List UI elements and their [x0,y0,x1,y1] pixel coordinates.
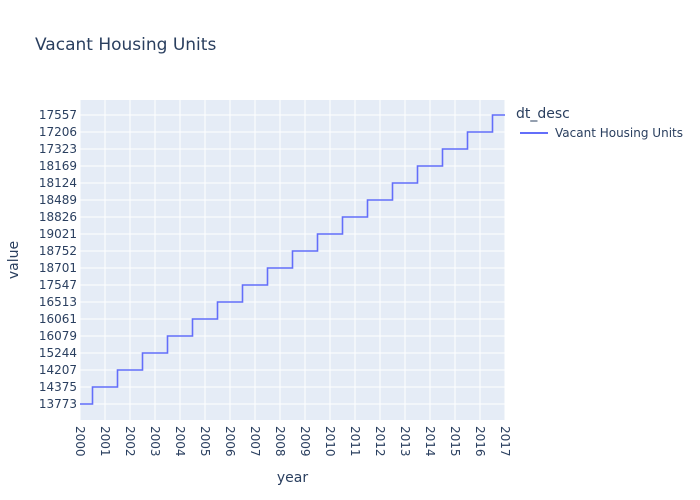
x-tick-label: 2012 [373,426,387,457]
legend-title: dt_desc [516,106,570,122]
y-tick-label: 18124 [39,176,77,190]
x-tick-label: 2017 [498,426,512,457]
y-tick-label: 19021 [39,227,77,241]
y-tick-label: 17206 [39,125,77,139]
y-tick-label: 17547 [39,278,77,292]
legend-item[interactable]: Vacant Housing Units [520,126,683,140]
x-tick-label: 2008 [273,426,287,457]
y-tick-label: 18489 [39,193,77,207]
y-tick-label: 16513 [39,295,77,309]
x-tick-label: 2007 [248,426,262,457]
x-tick-label: 2004 [173,426,187,457]
y-axis-title: value [6,241,22,279]
x-tick-label: 2005 [198,426,212,457]
x-tick-label: 2016 [473,426,487,457]
series-line [80,114,505,405]
y-tick-label: 18826 [39,210,77,224]
x-tick-label: 2013 [398,426,412,457]
y-tick-label: 13773 [39,397,77,411]
x-tick-label: 2011 [348,426,362,457]
legend-label: Vacant Housing Units [555,126,683,140]
y-tick-label: 15244 [39,346,77,360]
x-axis-title: year [277,470,308,486]
y-tick-label: 18169 [39,159,77,173]
y-tick-label: 14207 [39,363,77,377]
y-tick-label: 16061 [39,312,77,326]
y-tick-label: 17323 [39,142,77,156]
y-tick-label: 16079 [39,329,77,343]
x-tick-label: 2010 [323,426,337,457]
y-tick-label: 14375 [39,380,77,394]
x-tick-label: 2006 [223,426,237,457]
x-tick-label: 2003 [148,426,162,457]
y-tick-label: 18701 [39,261,77,275]
chart-title: Vacant Housing Units [35,35,216,55]
x-tick-label: 2009 [298,426,312,457]
x-tick-label: 2001 [98,426,112,457]
x-tick-label: 2002 [123,426,137,457]
x-tick-label: 2000 [73,426,87,457]
y-tick-label: 18752 [39,244,77,258]
x-tick-label: 2014 [423,426,437,457]
x-tick-label: 2015 [448,426,462,457]
y-tick-label: 17557 [39,108,77,122]
